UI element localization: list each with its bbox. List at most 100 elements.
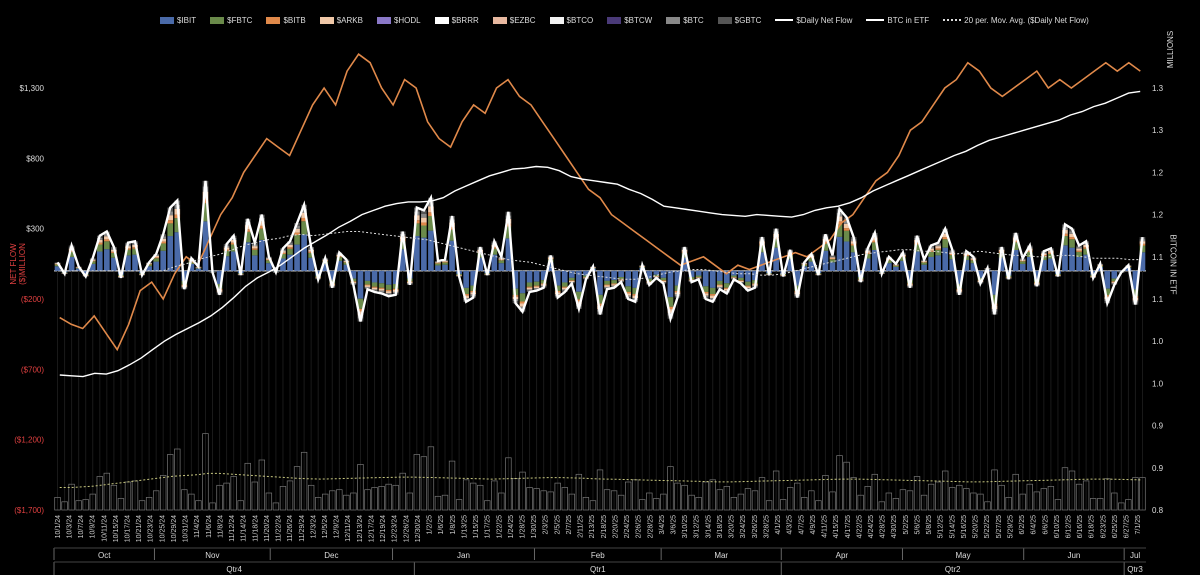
- flow-bar-segment: [716, 280, 723, 285]
- month-label: Dec: [324, 551, 338, 560]
- flow-bar-segment: [928, 256, 934, 271]
- flow-bar-segment: [322, 263, 329, 271]
- flow-bar-segment: [1048, 252, 1054, 254]
- date-tick-label: 4/1/25: [775, 515, 782, 535]
- legend: $IBIT $FBTC $BITB $ARKB $HODL $BRRR $EZBC $BTCO…: [160, 12, 1089, 28]
- volume-bar: [780, 499, 787, 511]
- flow-bar-segment: [632, 294, 639, 296]
- flow-bar-segment: [1069, 239, 1075, 248]
- flow-bar-segment: [702, 270, 709, 287]
- month-label: Feb: [591, 551, 605, 560]
- volume-bar: [61, 501, 68, 511]
- flow-bar-segment: [625, 293, 631, 296]
- volume-bar: [152, 490, 160, 511]
- flow-bar-segment: [1048, 253, 1054, 259]
- volume-bar: [1111, 492, 1118, 511]
- btc-in-etf-line: [59, 90, 1141, 378]
- flow-bar-segment: [104, 241, 110, 250]
- date-tick-label: 1/15/25: [473, 515, 480, 538]
- flow-bar-segment: [167, 223, 174, 237]
- date-tick-label: 5/29/25: [1007, 515, 1014, 538]
- flow-bar-segment: [378, 288, 385, 291]
- flow-bar-segment: [935, 248, 941, 250]
- volume-bar: [519, 471, 526, 511]
- flow-bar-segment: [1069, 231, 1075, 234]
- flow-bar-segment: [336, 257, 343, 261]
- right-tick-label: 0.9: [1152, 422, 1164, 431]
- flow-bar-segment: [576, 270, 582, 292]
- volume-bar: [688, 494, 695, 511]
- flow-bar-segment: [773, 239, 779, 248]
- flow-bar-segment: [111, 252, 117, 258]
- date-tick-label: 12/30/24: [415, 515, 422, 542]
- date-tick-label: 7/1/25: [1135, 515, 1142, 535]
- date-tick-label: 4/11/25: [822, 515, 829, 538]
- date-tick-label: 11/18/24: [252, 515, 259, 542]
- volume-bar: [758, 477, 766, 511]
- flow-bar-segment: [1083, 254, 1089, 271]
- volume-bar: [610, 490, 618, 511]
- volume-bar: [1047, 486, 1055, 511]
- volume-bar: [1005, 497, 1012, 511]
- flow-bar-segment: [442, 261, 448, 263]
- flow-bar-segment: [357, 311, 364, 316]
- date-tick-label: 10/29/24: [171, 515, 178, 542]
- flow-bar-segment: [343, 264, 350, 271]
- volume-bar: [82, 499, 89, 511]
- month-label: Jul: [1130, 551, 1140, 560]
- month-label: Jun: [1067, 551, 1080, 560]
- legend-swatch: [943, 19, 962, 21]
- legend-swatch: [266, 16, 281, 24]
- flow-bar-segment: [836, 221, 843, 225]
- flow-bar-segment: [646, 270, 653, 279]
- flow-bar-segment: [759, 252, 765, 271]
- flow-bar-segment: [378, 283, 385, 288]
- date-tick-label: 3/26/25: [752, 515, 759, 538]
- flow-bar-segment: [540, 280, 547, 284]
- volume-bar: [1118, 502, 1125, 511]
- volume-bar: [568, 493, 575, 511]
- legend-item: $EZBC: [492, 16, 536, 25]
- flow-bar-segment: [731, 277, 737, 278]
- flow-bar-segment: [96, 251, 103, 271]
- right-axis-title: BITCOIN IN ETF: [1168, 234, 1178, 295]
- flow-bar-segment: [428, 230, 434, 271]
- date-tick-label: 12/3/24: [310, 515, 317, 538]
- flow-bar-segment: [132, 254, 138, 271]
- date-tick-label: 6/25/25: [1112, 515, 1119, 538]
- flow-bar-segment: [533, 270, 540, 282]
- flow-bar-segment: [808, 257, 815, 259]
- volume-bar: [131, 480, 139, 511]
- flow-bar-segment: [421, 237, 427, 271]
- volume-bar: [737, 493, 745, 511]
- flow-bar-segment: [280, 252, 286, 254]
- flow-bar-segment: [1012, 249, 1019, 271]
- date-tick-label: 6/6/25: [1042, 515, 1049, 535]
- flow-bar-segment: [188, 263, 195, 271]
- flow-bar-segment: [667, 306, 674, 310]
- date-tick-label: 12/13/24: [357, 515, 364, 542]
- flow-bar-segment: [886, 263, 892, 271]
- flow-bar-segment: [89, 261, 96, 264]
- volume-bar: [709, 479, 716, 511]
- volume-bar: [554, 482, 561, 511]
- flow-bar-segment: [428, 216, 434, 231]
- volume-bar: [505, 457, 512, 511]
- volume-bar: [103, 472, 111, 511]
- date-tick-label: 2/24/25: [624, 515, 631, 538]
- flow-bar-segment: [223, 250, 230, 257]
- flow-bar-segment: [618, 279, 624, 281]
- flow-bar-segment: [259, 221, 265, 226]
- flow-bar-segment: [371, 289, 378, 291]
- legend-swatch: [549, 16, 564, 24]
- right-tick-label: 1.2: [1152, 211, 1164, 220]
- flow-bar-segment: [723, 287, 730, 289]
- date-tick-label: 1/30/25: [531, 515, 538, 538]
- volume-bar: [653, 498, 660, 511]
- date-tick-label: 1/28/25: [519, 515, 526, 538]
- date-tick-label: 1/13/25: [461, 515, 468, 538]
- flow-bar-segment: [287, 248, 293, 255]
- volume-bar: [470, 482, 477, 511]
- legend-item: $ARKB: [319, 16, 363, 25]
- volume-bar: [1019, 493, 1026, 511]
